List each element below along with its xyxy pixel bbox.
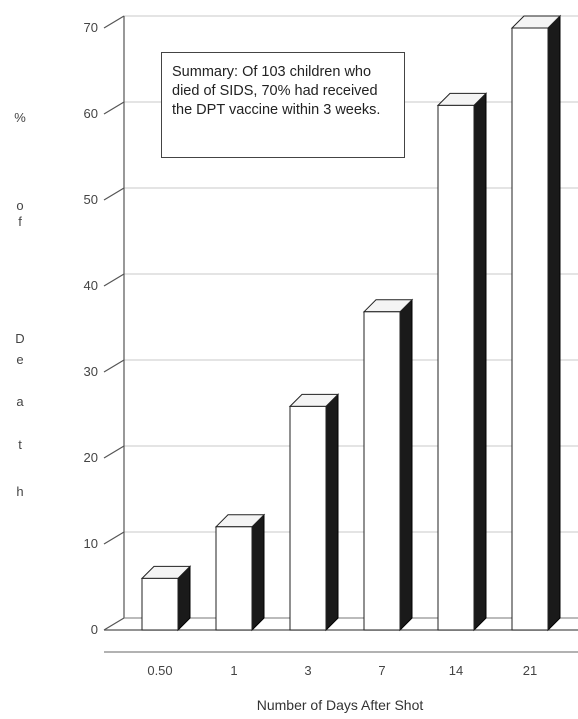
y-tick-label: 50: [84, 192, 98, 207]
x-tick-label: 14: [449, 663, 463, 678]
y-tick-mark: [103, 531, 125, 545]
y-tick-label: 70: [84, 20, 98, 35]
y-tick-label: 10: [84, 536, 98, 551]
y-axis-title-char: f: [18, 214, 22, 229]
x-tick-label: 0.50: [147, 663, 172, 678]
x-tick-label: 3: [304, 663, 311, 678]
bar: [214, 513, 266, 632]
y-tick-mark: [103, 617, 125, 631]
y-axis-title-char: o: [16, 198, 23, 213]
bar: [362, 298, 414, 632]
bar: [510, 14, 562, 632]
bars: [140, 14, 562, 632]
bar: [140, 565, 192, 632]
y-tick-label: 60: [84, 106, 98, 121]
x-tick-label: 1: [230, 663, 237, 678]
y-tick-label: 40: [84, 278, 98, 293]
y-tick-label: 0: [91, 622, 98, 637]
y-axis-title-char: e: [16, 352, 23, 367]
y-tick-mark: [103, 101, 125, 115]
y-tick-mark: [103, 187, 125, 201]
y-axis-ticks: 0 10 20 30 40 50 60 70: [84, 15, 125, 637]
summary-annotation: Summary: Of 103 children who died of SID…: [161, 52, 405, 158]
x-axis-ticks: 0.50 1 3 7 14 21: [147, 663, 537, 678]
x-tick-label: 7: [378, 663, 385, 678]
axes: [104, 16, 578, 653]
y-axis-title-char: h: [16, 484, 23, 499]
y-tick-mark: [103, 273, 125, 287]
y-tick-mark: [103, 359, 125, 373]
bar: [436, 92, 488, 632]
y-tick-label: 20: [84, 450, 98, 465]
y-axis-title-char: %: [14, 110, 26, 125]
y-axis-title-char: a: [16, 394, 24, 409]
x-axis-title: Number of Days After Shot: [257, 697, 424, 713]
bar: [288, 393, 340, 632]
x-tick-label: 21: [523, 663, 537, 678]
y-axis-title-char: D: [15, 331, 24, 346]
y-tick-mark: [103, 15, 125, 29]
y-tick-mark: [103, 445, 125, 459]
y-tick-label: 30: [84, 364, 98, 379]
y-axis-title-char: t: [18, 437, 22, 452]
y-axis-title: % of De a t h: [14, 110, 26, 499]
